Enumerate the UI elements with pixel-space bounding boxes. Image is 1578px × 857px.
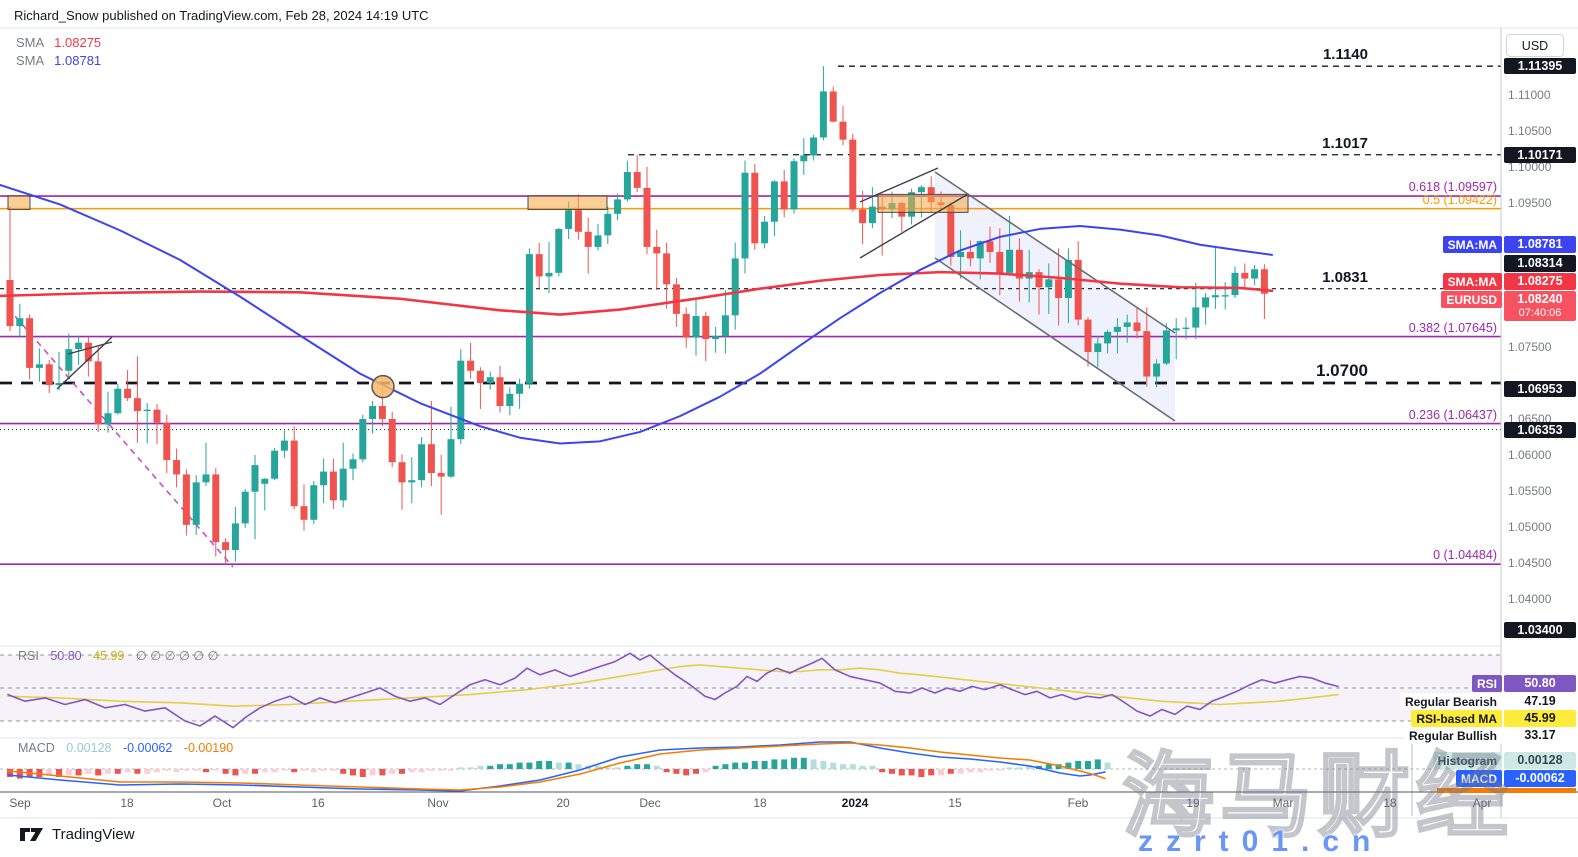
indicator-badge-label: Histogram	[1432, 752, 1502, 769]
price-level-badge: 1.06353	[1504, 422, 1576, 438]
macd-line-value: -0.00062	[122, 741, 173, 755]
rsi-label: RSI	[18, 649, 39, 663]
time-axis-label[interactable]: 18	[753, 796, 767, 810]
time-axis-label[interactable]: Feb	[1067, 796, 1089, 810]
sma-fast-value: 1.08275	[54, 35, 102, 50]
price-tick: 1.06000	[1508, 448, 1552, 462]
indicator-badge-label: RSI-based MA	[1411, 710, 1502, 727]
indicator-badge-value: 1.08314	[1504, 255, 1576, 272]
currency-toggle-button[interactable]: USD	[1506, 34, 1564, 57]
price-tick: 1.10500	[1508, 124, 1552, 138]
fib-level-label: 0.5 (1.09422)	[1422, 192, 1497, 207]
indicator-badge-value: 50.80	[1504, 675, 1576, 692]
indicator-badge-value: 1.08275	[1504, 273, 1576, 290]
price-level-label: 1.1017	[1322, 134, 1368, 152]
fib-level-label: 0 (1.04484)	[1433, 548, 1497, 563]
indicator-badge-value: 0.00128	[1504, 752, 1576, 769]
fib-level-label: 0.236 (1.06437)	[1408, 407, 1497, 422]
macd-label: MACD	[18, 741, 55, 755]
sma-label: SMA	[16, 35, 45, 50]
indicator-badge-value: 33.17	[1504, 727, 1576, 743]
indicator-badge-label: SMA:MA	[1442, 273, 1502, 290]
price-tick: 1.04500	[1508, 556, 1552, 570]
price-tick: 1.10000	[1508, 160, 1552, 174]
macd-signal-value: -0.00190	[183, 741, 234, 755]
macd-signal-badge-strip	[1437, 788, 1576, 793]
rsi-ma-value: 45.99	[93, 649, 125, 663]
sma-legend-row-1[interactable]: SMA 1.08275	[16, 35, 101, 50]
indicator-badge-label: Regular Bearish	[1399, 693, 1502, 710]
indicator-badge-value: 45.99	[1504, 710, 1576, 727]
time-axis-label[interactable]: Dec	[639, 796, 661, 810]
indicator-badge-label: RSI	[1471, 675, 1502, 692]
price-level-badge: 1.06953	[1504, 381, 1576, 397]
price-tick: 1.09500	[1508, 196, 1552, 210]
price-tick: 1.05000	[1508, 520, 1552, 534]
rsi-divergence-markers: ∅ ∅ ∅ ∅ ∅ ∅	[135, 649, 219, 663]
indicator-badge-label: EURUSD	[1441, 291, 1502, 308]
price-level-label: 1.0831	[1322, 268, 1368, 286]
time-axis-label[interactable]: Oct	[212, 796, 232, 810]
price-level-badge: 1.11395	[1504, 58, 1576, 74]
time-axis-label[interactable]: Apr	[1472, 796, 1492, 810]
indicator-badge-value: 47.19	[1504, 693, 1576, 709]
indicator-badge-label: SMA:MA	[1442, 236, 1502, 253]
time-axis-label[interactable]: 16	[311, 796, 325, 810]
time-axis-label[interactable]: Nov	[427, 796, 449, 810]
sma-slow-value: 1.08781	[54, 53, 102, 68]
time-axis-label[interactable]: 2024	[841, 796, 869, 810]
time-scale[interactable]	[0, 792, 1578, 818]
time-axis-label[interactable]: 18	[1383, 796, 1397, 810]
macd-indicator-legend[interactable]: MACD 0.00128 -0.00062 -0.00190	[18, 741, 233, 755]
price-level-label: 1.0700	[1316, 361, 1368, 380]
indicator-badge-value: -0.00062	[1504, 770, 1576, 787]
time-axis-label[interactable]: 20	[556, 796, 570, 810]
price-tick: 1.05500	[1508, 484, 1552, 498]
price-tick: 1.11000	[1508, 88, 1551, 102]
indicator-badge-label: Regular Bullish	[1403, 727, 1502, 744]
fib-level-label: 0.382 (1.07645)	[1408, 320, 1497, 335]
indicator-badge-label: MACD	[1456, 770, 1502, 787]
indicator-badge-value: 1.08240 07:40:06	[1504, 291, 1576, 321]
sma-legend-row-2[interactable]: SMA 1.08781	[16, 53, 101, 68]
macd-histogram-value: 0.00128	[66, 741, 112, 755]
time-axis-label[interactable]: Sep	[9, 796, 31, 810]
tradingview-logo-text: TradingView	[52, 826, 135, 843]
sma-label: SMA	[16, 53, 45, 68]
price-tick: 1.07500	[1508, 340, 1552, 354]
rsi-value: 50.80	[50, 649, 82, 663]
time-axis-label[interactable]: 15	[948, 796, 962, 810]
time-axis-label[interactable]: 18	[120, 796, 134, 810]
published-attribution: Richard_Snow published on TradingView.co…	[14, 8, 429, 23]
time-axis-label[interactable]: 19	[1186, 796, 1200, 810]
price-level-badge: 1.03400	[1504, 622, 1576, 638]
indicator-badge-value: 1.08781	[1504, 236, 1576, 253]
price-tick: 1.04000	[1508, 592, 1552, 606]
price-level-badge: 1.10171	[1504, 147, 1576, 163]
fib-level-label: 0.618 (1.09597)	[1408, 180, 1497, 195]
rsi-indicator-legend[interactable]: RSI 50.80 45.99 ∅ ∅ ∅ ∅ ∅ ∅	[18, 648, 219, 663]
tradingview-logo-icon	[20, 828, 43, 841]
time-axis-label[interactable]: Mar	[1272, 796, 1294, 810]
price-level-label: 1.1140	[1322, 46, 1368, 64]
tradingview-logo[interactable]: TradingView	[20, 826, 135, 843]
